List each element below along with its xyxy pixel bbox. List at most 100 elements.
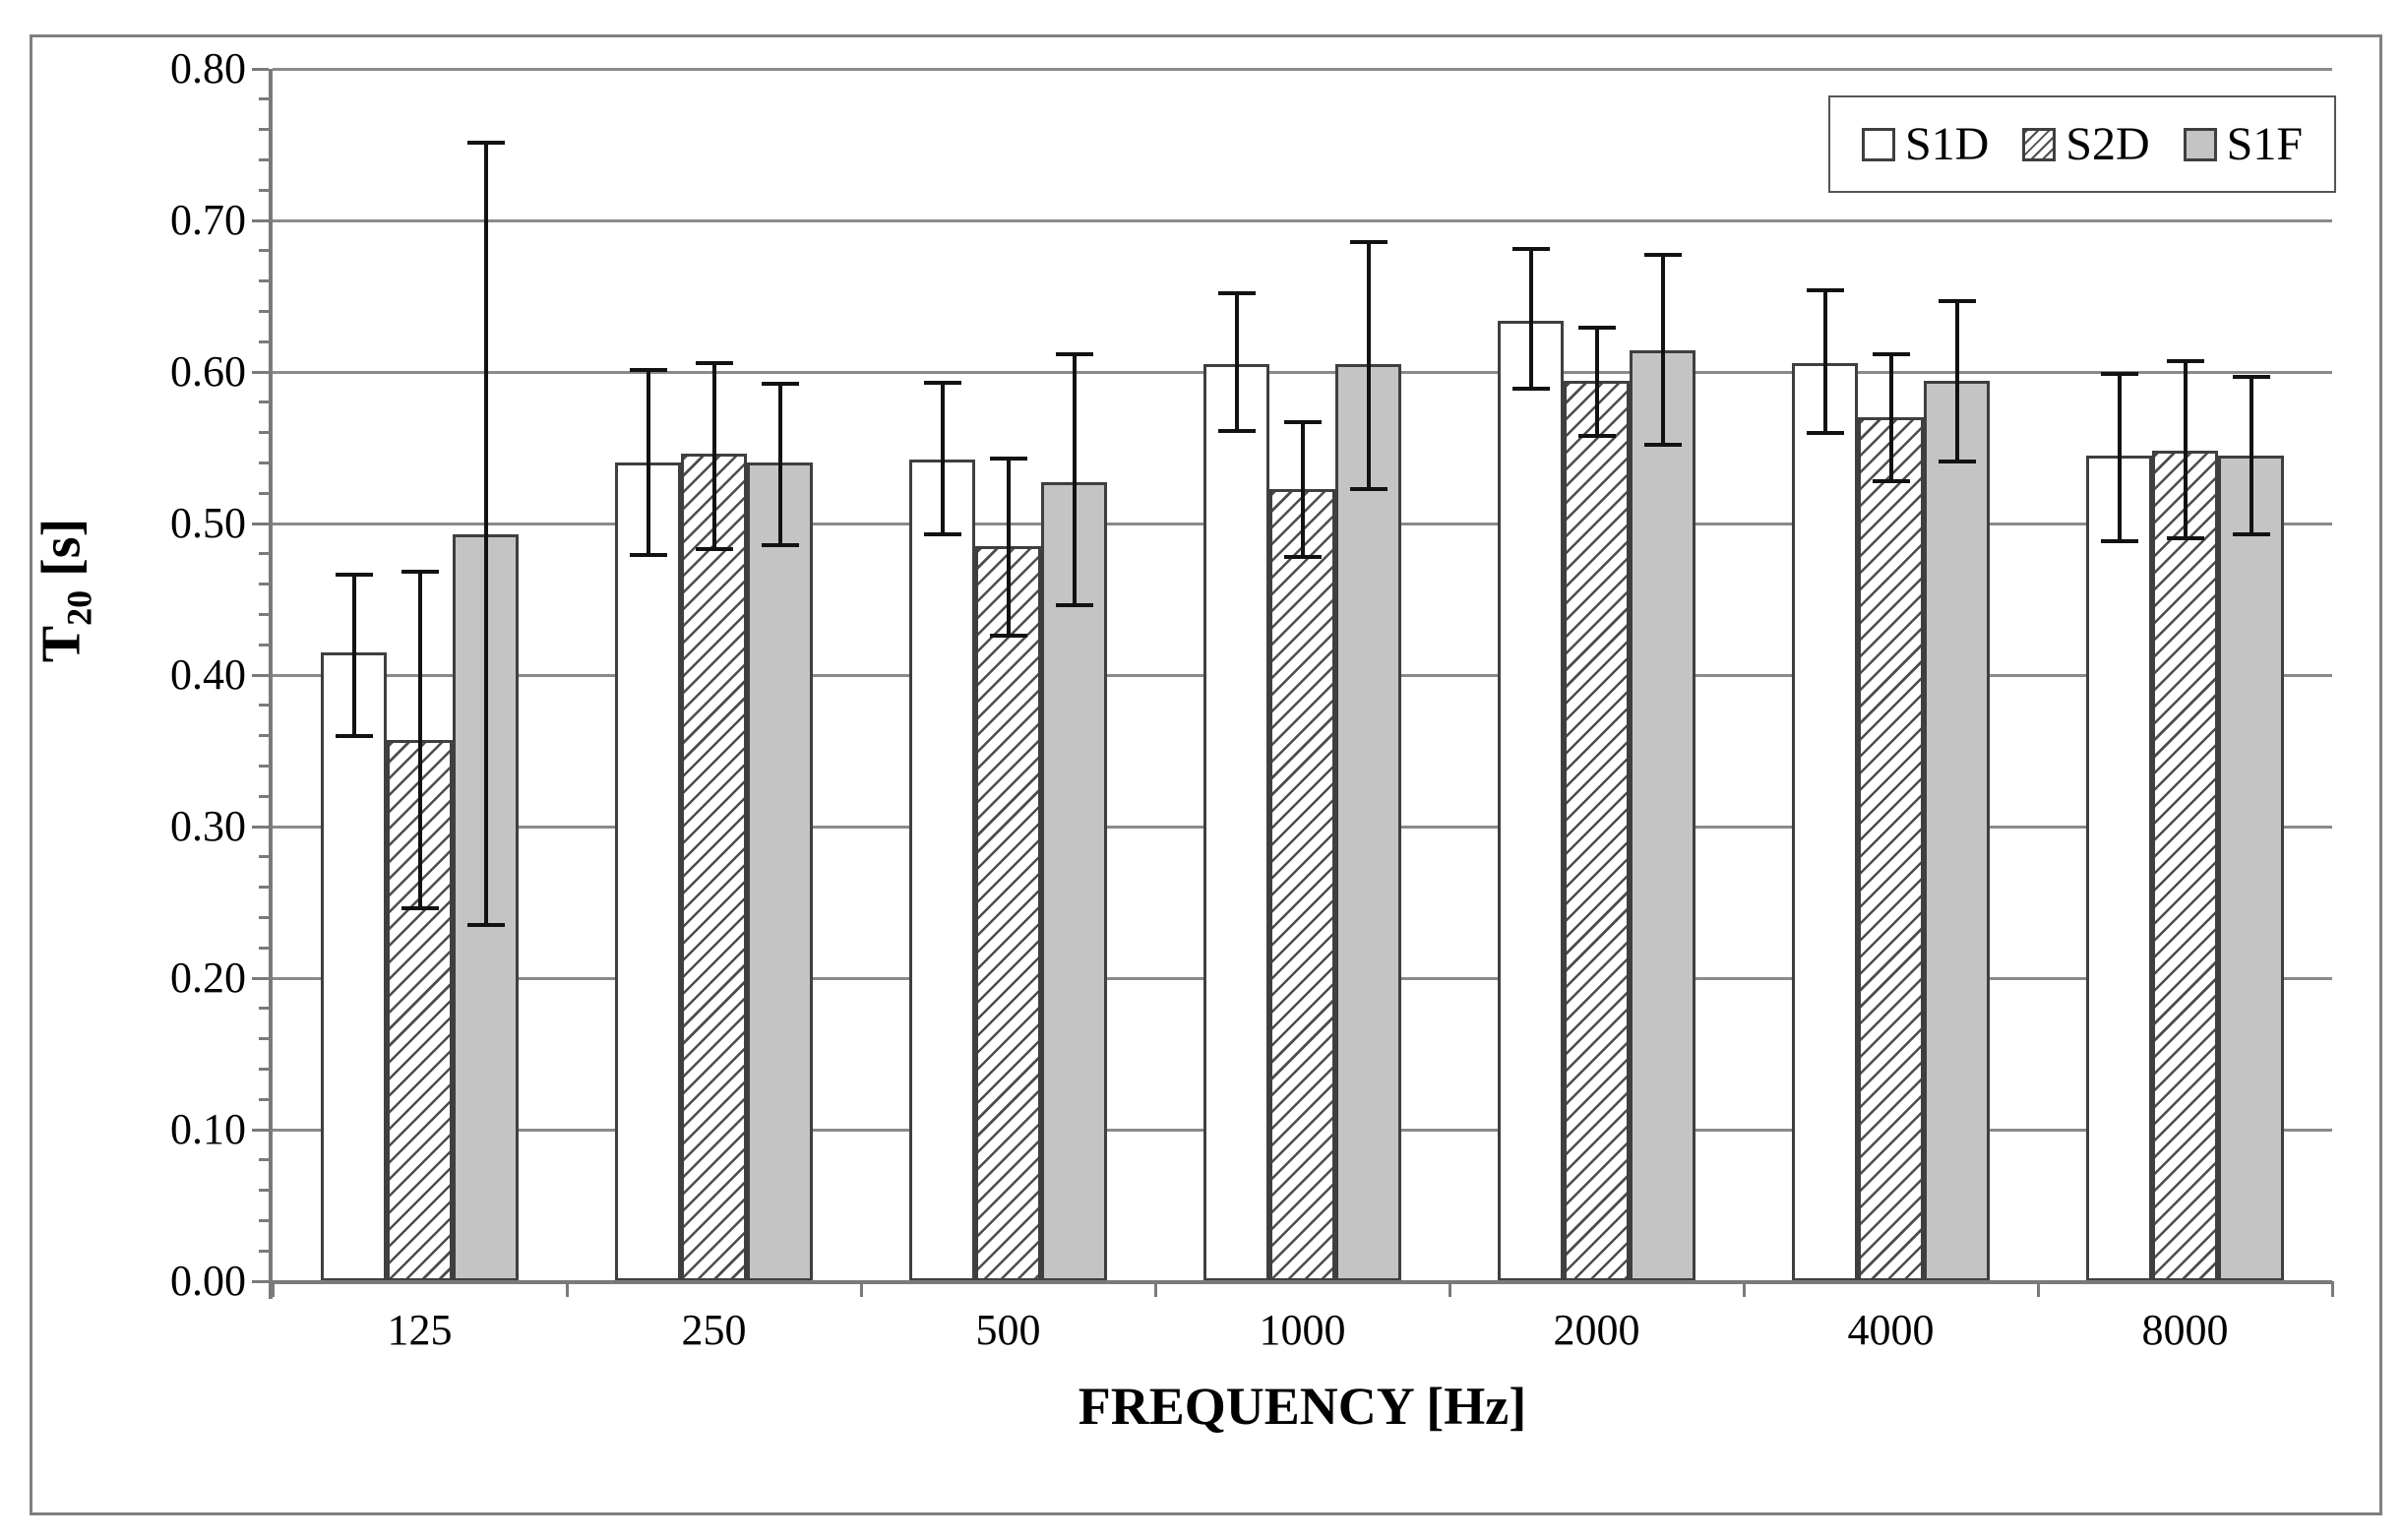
bar-s1d: [2086, 455, 2152, 1281]
bar-s1d: [615, 462, 681, 1281]
y-minor-tick: [259, 794, 269, 798]
error-bar-line: [1234, 292, 1239, 432]
y-minor-tick: [259, 279, 269, 283]
legend-swatch-s2d: [2022, 127, 2057, 161]
error-bar-line: [1594, 328, 1599, 436]
y-major-tick: [252, 218, 269, 222]
error-bar-cap-bottom: [466, 923, 505, 928]
error-bar-line: [483, 143, 488, 926]
bar-s2d: [2152, 451, 2218, 1281]
error-bar-cap-bottom: [761, 542, 799, 547]
y-tick-label: 0.30: [170, 802, 246, 850]
bar-s1d: [1203, 364, 1269, 1281]
error-bar-cap-top: [1872, 351, 1910, 356]
error-bar-cap-top: [695, 360, 733, 365]
error-bar-line: [1006, 458, 1011, 636]
error-bar-cap-bottom: [1283, 554, 1322, 559]
y-gridline: [273, 67, 2332, 71]
legend-label-s2d: S2D: [2065, 118, 2150, 170]
error-bar-line: [1660, 255, 1665, 445]
y-minor-tick: [259, 734, 269, 738]
y-minor-tick: [259, 461, 269, 464]
bar-s1d: [321, 651, 387, 1281]
y-minor-tick: [259, 764, 269, 768]
y-major-tick: [252, 67, 269, 71]
y-minor-tick: [259, 309, 269, 313]
x-tick: [1742, 1281, 1746, 1297]
y-minor-tick: [259, 1249, 269, 1253]
x-tick-label: 8000: [2141, 1306, 2229, 1354]
bar-s2d: [1564, 381, 1630, 1281]
y-tick-label: 0.50: [170, 499, 246, 547]
y-tick-label: 0.70: [170, 196, 246, 244]
x-tick: [1448, 1281, 1451, 1297]
y-minor-tick: [259, 1189, 269, 1193]
y-minor-tick: [259, 491, 269, 495]
legend: S1D S2D S1F: [1828, 95, 2336, 193]
error-bar-line: [2183, 361, 2188, 539]
error-bar-cap-top: [761, 382, 799, 387]
y-minor-tick: [259, 886, 269, 890]
y-major-tick: [252, 825, 269, 829]
error-bar-cap-bottom: [2166, 536, 2204, 541]
x-tick: [2036, 1281, 2040, 1297]
bar-s2d: [681, 454, 747, 1281]
error-bar-line: [351, 575, 356, 736]
error-bar-line: [1822, 289, 1827, 433]
y-minor-tick: [259, 915, 269, 919]
error-bar-line: [2117, 373, 2122, 542]
y-minor-tick: [259, 249, 269, 253]
error-bar-cap-bottom: [335, 733, 373, 738]
error-bar-cap-bottom: [401, 906, 439, 911]
y-major-tick: [252, 370, 269, 374]
error-bar-cap-top: [1283, 419, 1322, 424]
error-bar-cap-bottom: [1577, 433, 1616, 438]
error-bar-line: [777, 384, 782, 545]
error-bar-cap-bottom: [1806, 430, 1844, 435]
y-minor-tick: [259, 612, 269, 616]
y-minor-tick: [259, 128, 269, 132]
y-minor-tick: [259, 339, 269, 343]
y-tick-label: 0.20: [170, 954, 246, 1002]
error-bar-cap-bottom: [1872, 478, 1910, 483]
y-major-tick: [252, 976, 269, 980]
legend-item-s1d: S1D: [1861, 117, 1990, 171]
error-bar-cap-bottom: [1217, 429, 1256, 434]
y-gridline: [273, 370, 2332, 374]
error-bar-line: [1300, 421, 1305, 557]
error-bar-line: [417, 572, 422, 909]
legend-label-s1d: S1D: [1904, 118, 1990, 170]
legend-item-s2d: S2D: [2022, 117, 2150, 171]
y-tick-label: 0.00: [170, 1257, 246, 1305]
y-minor-tick: [259, 1158, 269, 1162]
y-axis-title-base: T: [31, 625, 92, 663]
error-bar-line: [1366, 241, 1371, 489]
y-minor-tick: [259, 1067, 269, 1071]
error-bar-cap-top: [2166, 359, 2204, 364]
error-bar-cap-bottom: [1511, 386, 1550, 391]
x-tick-label: 250: [681, 1306, 747, 1354]
error-bar-cap-bottom: [1349, 486, 1387, 491]
x-tick-label: 2000: [1553, 1306, 1640, 1354]
bar-s2d: [1269, 488, 1335, 1281]
y-minor-tick: [259, 157, 269, 161]
error-bar-line: [646, 370, 650, 556]
error-bar-cap-top: [1643, 253, 1682, 258]
y-minor-tick: [259, 583, 269, 586]
error-bar-cap-bottom: [695, 547, 733, 552]
bar-s2d: [1858, 417, 1924, 1281]
error-bar-cap-bottom: [923, 531, 961, 536]
figure-border: [30, 34, 2382, 1515]
x-tick-label: 125: [387, 1306, 453, 1354]
y-minor-tick: [259, 1037, 269, 1041]
error-bar-cap-top: [401, 570, 439, 575]
x-tick: [859, 1281, 863, 1297]
error-bar-line: [1888, 353, 1893, 481]
y-major-tick: [252, 522, 269, 525]
y-major-tick: [252, 673, 269, 677]
error-bar-cap-top: [923, 380, 961, 385]
error-bar-line: [711, 362, 716, 550]
y-minor-tick: [259, 400, 269, 404]
error-bar-line: [1072, 353, 1077, 606]
